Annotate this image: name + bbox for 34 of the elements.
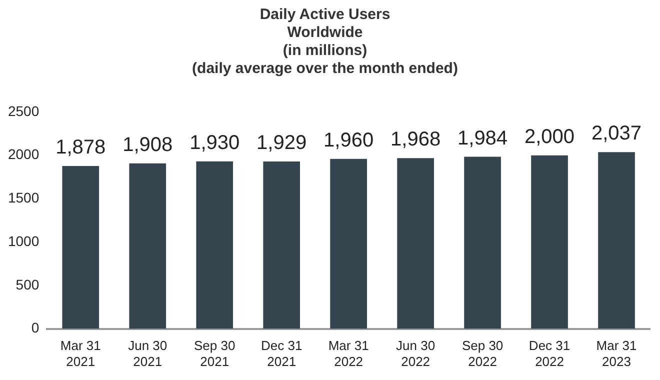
y-tick-label: 500 [16, 276, 40, 292]
bar [196, 161, 234, 329]
x-tick-label: Jun 30 2022 [396, 338, 436, 369]
bar [598, 152, 635, 329]
x-tick-label: Sep 30 2022 [462, 338, 504, 369]
data-label: 1,968 [390, 128, 441, 151]
x-tick-label: Mar 31 2022 [328, 338, 369, 369]
x-tick-label: Dec 31 2021 [260, 338, 302, 369]
bar [531, 155, 568, 329]
data-label: 2,037 [591, 122, 642, 145]
x-tick-label: Dec 31 2022 [528, 338, 570, 369]
data-label: 1,908 [122, 134, 173, 156]
y-tick-label: 2500 [8, 102, 40, 119]
y-tick-label: 0 [31, 320, 40, 336]
x-tick-label: Mar 31 2021 [60, 338, 101, 369]
data-label: 1,878 [56, 136, 106, 158]
y-tick-label: 1500 [8, 190, 40, 206]
x-tick-label: Mar 31 2023 [596, 338, 637, 369]
data-label: 1,984 [458, 127, 508, 150]
data-label: 1,960 [324, 129, 374, 152]
bar [330, 158, 367, 329]
data-label: 2,000 [524, 126, 575, 148]
y-tick-label: 2000 [8, 146, 40, 162]
bar [397, 158, 434, 329]
bar [62, 166, 100, 329]
y-tick-label: 1000 [8, 232, 40, 249]
bar [263, 162, 300, 329]
bar [129, 163, 166, 329]
data-label: 1,930 [190, 132, 240, 154]
x-tick-label: Sep 30 2021 [194, 338, 236, 369]
bar [464, 156, 501, 329]
data-label: 1,929 [256, 132, 307, 154]
x-tick-label: Jun 30 2021 [128, 338, 168, 369]
chart-title: Daily Active Users Worldwide (in millions) (daily average over the month ended) [192, 6, 458, 78]
